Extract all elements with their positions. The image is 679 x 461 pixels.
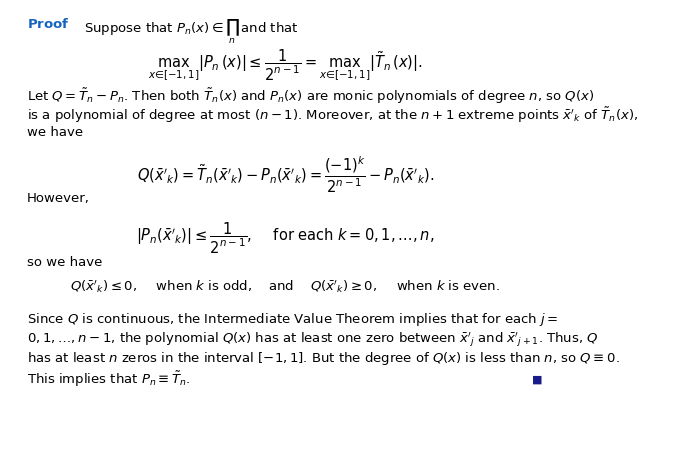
Text: Since $Q$ is continuous, the Intermediate Value Theorem implies that for each $j: Since $Q$ is continuous, the Intermediat… (27, 311, 558, 328)
Text: we have: we have (27, 125, 83, 139)
Text: is a polynomial of degree at most $(n - 1)$. Moreover, at the $n + 1$ extreme po: is a polynomial of degree at most $(n - … (27, 106, 638, 125)
Text: Let $Q = \tilde{T}_n - P_n$. Then both $\tilde{T}_n(x)$ and $P_n(x)$ are monic p: Let $Q = \tilde{T}_n - P_n$. Then both $… (27, 86, 594, 106)
Text: $0, 1, \ldots, n - 1$, the polynomial $Q(x)$ has at least one zero between $\bar: $0, 1, \ldots, n - 1$, the polynomial $Q… (27, 331, 598, 349)
Text: $Q(\bar{x}'_k) \leq 0,$    when $k$ is odd,    and    $Q(\bar{x}'_k) \geq 0,$   : $Q(\bar{x}'_k) \leq 0,$ when $k$ is odd,… (70, 278, 500, 295)
Text: has at least $n$ zeros in the interval $[-1, 1]$. But the degree of $Q(x)$ is le: has at least $n$ zeros in the interval $… (27, 350, 620, 367)
Text: $\mathit{\mathbf{Proof}}$: $\mathit{\mathbf{Proof}}$ (27, 18, 69, 31)
Text: Suppose that $P_n(x) \in \prod_n$ and that: Suppose that $P_n(x) \in \prod_n$ and th… (84, 18, 298, 46)
Text: However,: However, (27, 192, 90, 205)
Text: $\blacksquare$: $\blacksquare$ (531, 373, 543, 386)
Text: This implies that $P_n \equiv \tilde{T}_n$.: This implies that $P_n \equiv \tilde{T}_… (27, 370, 191, 389)
Text: so we have: so we have (27, 256, 103, 269)
Text: $Q(\bar{x}'_k) = \tilde{T}_n(\bar{x}'_k) - P_n(\bar{x}'_k) = \dfrac{(-1)^k}{2^{n: $Q(\bar{x}'_k) = \tilde{T}_n(\bar{x}'_k)… (136, 154, 434, 195)
Text: $|P_n(\bar{x}'_k)| \leq \dfrac{1}{2^{n-1}},$    for each $k = 0, 1, \ldots, n,$: $|P_n(\bar{x}'_k)| \leq \dfrac{1}{2^{n-1… (136, 220, 435, 256)
Text: $\max_{x \in [-1,1]} |P_n(x)| \leq \dfrac{1}{2^{n-1}} = \max_{x \in [-1,1]} |\ti: $\max_{x \in [-1,1]} |P_n(x)| \leq \dfra… (148, 47, 422, 83)
